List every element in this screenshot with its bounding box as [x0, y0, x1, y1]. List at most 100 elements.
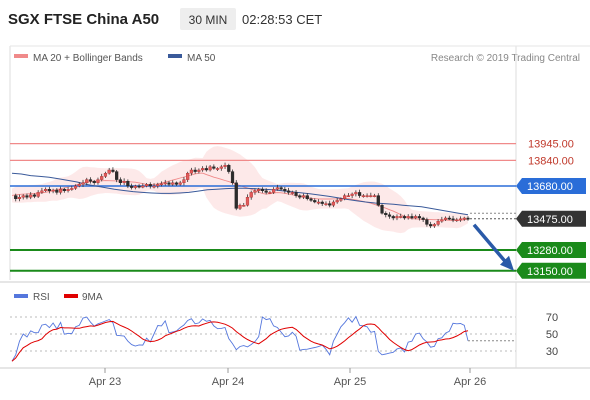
candle-body [391, 216, 395, 219]
candle-body [436, 220, 440, 225]
candle-body [17, 196, 22, 199]
candle-body [174, 182, 179, 185]
rsi-panel: 70 50 30 [10, 312, 558, 362]
candle-body [212, 166, 216, 169]
candle-body [432, 224, 436, 227]
candle-body [167, 182, 171, 185]
candle-body [66, 188, 70, 191]
candle-body [186, 172, 190, 180]
candle-body [346, 195, 350, 198]
chart-title: SGX FTSE China A50 [8, 11, 159, 28]
candles [14, 162, 470, 229]
candle-body [369, 195, 373, 198]
candle-body [458, 218, 463, 221]
candle-body [257, 188, 261, 191]
candle-body [290, 192, 294, 194]
candle-body [55, 189, 59, 193]
candle-body [399, 216, 403, 218]
resistance-tag-2: 13840.00 [528, 155, 574, 167]
candle-body [264, 190, 268, 193]
candle-body [62, 188, 66, 191]
candle-body [313, 200, 317, 203]
projection-arrow [472, 223, 514, 271]
candle-body [215, 168, 220, 170]
bollinger-bands [11, 146, 469, 234]
candle-body [14, 195, 18, 200]
candle-body [152, 185, 156, 188]
candle-body [440, 219, 444, 222]
candle-body [25, 195, 29, 198]
candle-body [245, 196, 250, 206]
timeframe-box[interactable] [180, 8, 236, 30]
candle-body [159, 183, 164, 186]
candle-body [130, 185, 134, 188]
pivot-tag-bg [516, 178, 586, 194]
candle-body [301, 195, 306, 198]
candle-body [358, 192, 362, 196]
rsi-tick-50: 50 [546, 329, 558, 341]
candle-body [137, 185, 141, 188]
support-tag-2-bg [516, 262, 586, 279]
candle-body [253, 190, 257, 193]
candle-body [47, 188, 51, 191]
candle-body [193, 169, 197, 172]
candle-body [219, 166, 223, 169]
candle-body [156, 184, 160, 187]
candle-body [335, 200, 339, 203]
candle-body [443, 217, 448, 220]
rsi-tick-70: 70 [546, 312, 558, 324]
candle-body [70, 188, 74, 190]
candle-body [77, 184, 81, 187]
candle-body [204, 168, 208, 171]
rsi-ma9-line [11, 320, 469, 362]
projection-arrow-head [500, 255, 514, 271]
ma20-legend-label: MA 20 + Bollinger Bands [33, 53, 143, 64]
candle-body [73, 185, 78, 189]
candle-body [447, 217, 451, 220]
candle-body [81, 182, 85, 185]
candle-body [462, 217, 466, 220]
candle-body [208, 166, 212, 171]
candle-body [387, 214, 392, 217]
candle-body [421, 217, 425, 220]
rsi-legend-label: RSI [33, 292, 50, 303]
candle-body [51, 189, 55, 192]
candle-body [163, 182, 167, 185]
candle-body [122, 180, 126, 183]
price-tags: 13945.00 13840.00 13680.00 13475.00 13280.00… [516, 139, 586, 279]
support-tag-1: 13280.00 [527, 245, 573, 257]
candle-body [451, 218, 455, 221]
candle-body [305, 195, 309, 200]
candle-body [354, 192, 358, 195]
candle-body [171, 182, 175, 185]
candle-body [58, 188, 63, 193]
candle-body [309, 198, 313, 201]
candle-body [118, 179, 122, 184]
candle-body [414, 216, 418, 219]
timestamp: 02:28:53 CET [242, 12, 322, 27]
candle-body [279, 187, 283, 190]
candle-body [283, 188, 287, 191]
candle-body [141, 185, 145, 188]
candle-body [417, 216, 422, 219]
research-credit: Research © 2019 Trading Central [431, 53, 580, 64]
candle-body [372, 195, 377, 198]
candle-body [36, 192, 40, 197]
candle-body [111, 169, 115, 172]
candle-body [455, 219, 459, 222]
candle-body [272, 188, 276, 193]
candle-body [260, 188, 265, 191]
candle-body [384, 212, 388, 215]
candle-body [133, 185, 137, 188]
candle-body [100, 176, 104, 180]
candle-body [92, 180, 96, 183]
candle-body [268, 192, 272, 194]
ma50-legend-label: MA 50 [187, 53, 216, 64]
candle-body [249, 192, 253, 198]
candle-body [429, 224, 433, 227]
candle-body [32, 194, 37, 197]
candle-body [148, 184, 152, 187]
candle-body [227, 164, 231, 172]
ma9-legend-label: 9MA [82, 292, 103, 303]
projection-arrow-shaft [472, 223, 510, 266]
